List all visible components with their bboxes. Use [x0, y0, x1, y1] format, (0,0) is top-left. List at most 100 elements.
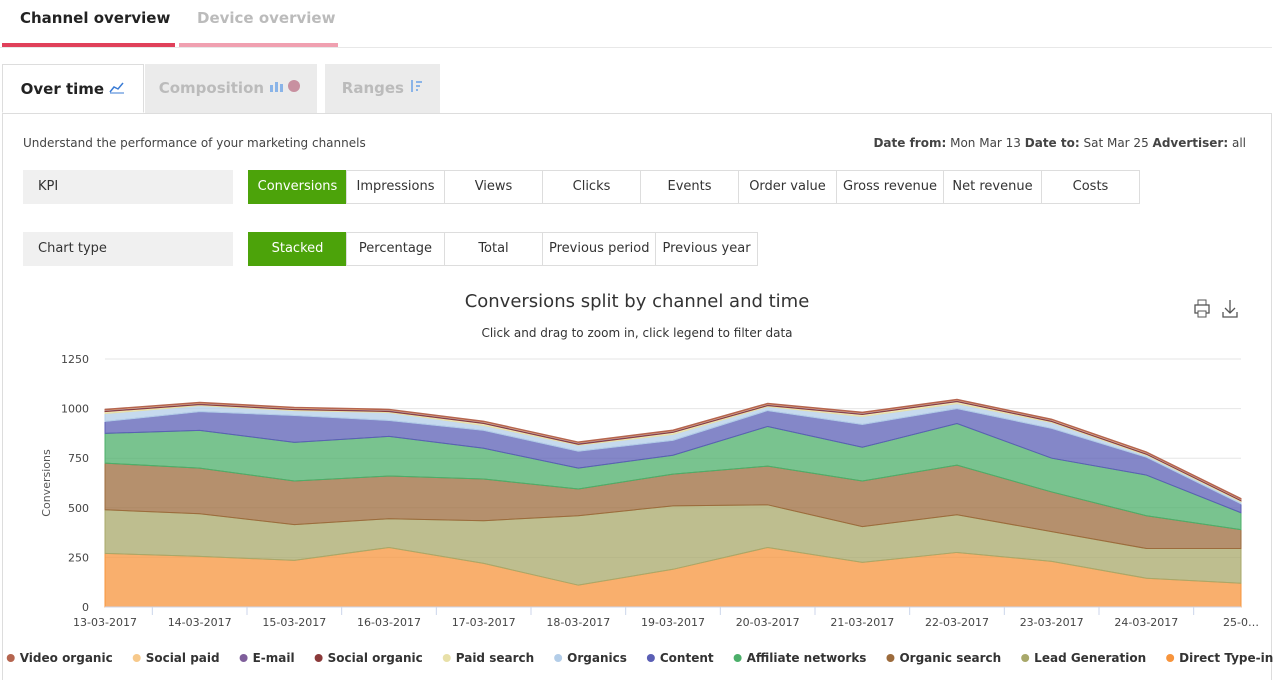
value: Mon Mar 13 [950, 136, 1021, 150]
legend-swatch [314, 654, 323, 662]
x-tick-label: 24-03-2017 [1114, 616, 1178, 629]
subtab[interactable]: Composition [145, 64, 317, 113]
option-button[interactable]: Previous period [542, 232, 657, 266]
legend-label: Social organic [328, 651, 423, 665]
legend-label: Content [660, 651, 714, 665]
legend-label: Video organic [20, 651, 113, 665]
legend-item[interactable]: Direct Type-in [1166, 651, 1273, 665]
legend-swatch [239, 654, 248, 662]
legend-item[interactable]: Social paid [132, 651, 220, 665]
legend-item[interactable]: Affiliate networks [733, 651, 867, 665]
tab-underline [179, 43, 338, 47]
ranges-icon [411, 80, 423, 92]
option-button[interactable]: Order value [738, 170, 837, 204]
option-button[interactable]: Stacked [248, 232, 347, 266]
subtab-label: Ranges [341, 79, 404, 97]
legend-label: Affiliate networks [747, 651, 867, 665]
x-tick-label: 19-03-2017 [641, 616, 705, 629]
print-icon[interactable] [1194, 299, 1210, 318]
composition-icon [270, 80, 301, 92]
chart-type-buttons: Stacked Percentage Total Previous period Pre… [248, 232, 758, 266]
legend-label: Social paid [146, 651, 220, 665]
download-icon[interactable] [1222, 300, 1238, 318]
chart-type-label: Chart type [23, 232, 233, 266]
description: Understand the performance of your marke… [23, 136, 366, 150]
legend-label: Paid search [456, 651, 534, 665]
option-button[interactable]: Views [444, 170, 543, 204]
option-button[interactable]: Net revenue [943, 170, 1042, 204]
legend: Video organic Social paid E-mail Social org… [6, 651, 1273, 665]
x-tick-label: 13-03-2017 [73, 616, 137, 629]
chart-title: Conversions split by channel and time [465, 291, 810, 312]
option-button[interactable]: Events [640, 170, 739, 204]
y-tick-label: 750 [68, 452, 89, 465]
option-button[interactable]: Impressions [346, 170, 445, 204]
panel [2, 113, 1272, 680]
option-button[interactable]: Clicks [542, 170, 641, 204]
chart: Conversions split by channel and time Cl… [6, 291, 1273, 665]
legend-swatch [733, 654, 742, 662]
option-button[interactable]: Total [444, 232, 543, 266]
value: all [1231, 136, 1246, 150]
legend-swatch [6, 654, 15, 662]
option-button[interactable]: Conversions [248, 170, 347, 204]
x-tick-label: 22-03-2017 [925, 616, 989, 629]
x-tick-label: 23-03-2017 [1020, 616, 1084, 629]
legend-swatch [886, 654, 895, 662]
label: Date from: [873, 136, 947, 150]
subtab[interactable]: Over time [2, 64, 144, 113]
legend-label: Organics [567, 651, 627, 665]
area [104, 398, 1242, 500]
kpi-label: KPI [23, 170, 233, 204]
x-tick-label: 18-03-2017 [546, 616, 610, 629]
y-tick-label: 500 [68, 502, 89, 515]
legend-label: E-mail [253, 651, 295, 665]
legend-label: Lead Generation [1034, 651, 1146, 665]
legend-item[interactable]: Social organic [314, 651, 423, 665]
y-tick-label: 250 [68, 551, 89, 564]
legend-item[interactable]: Organic search [886, 651, 1001, 665]
x-tick-label: 14-03-2017 [168, 616, 232, 629]
legend-item[interactable]: Content [646, 651, 714, 665]
subtab-label: Over time [20, 80, 105, 98]
y-tick-label: 0 [82, 601, 89, 614]
areas [104, 398, 1242, 608]
option-button[interactable]: Gross revenue [836, 170, 944, 204]
x-tick-label: 16-03-2017 [357, 616, 421, 629]
legend-item[interactable]: Paid search [442, 651, 534, 665]
tab-rule [0, 47, 1272, 48]
date-info: Date from: Mon Mar 13 Date to: Sat Mar 2… [873, 136, 1246, 150]
legend-item[interactable]: Organics [554, 651, 627, 665]
kpi-buttons: Conversions Impressions Views Clicks Events O… [248, 170, 1140, 204]
chart-subtitle: Click and drag to zoom in, click legend … [481, 326, 792, 340]
x-tick-label: 21-03-2017 [830, 616, 894, 629]
label: Date to: [1024, 136, 1080, 150]
subtab[interactable]: Ranges [325, 64, 440, 113]
legend-item[interactable]: Lead Generation [1021, 651, 1146, 665]
value: Sat Mar 25 [1083, 136, 1149, 150]
tab[interactable]: Device overview [197, 9, 336, 27]
option-button[interactable]: Costs [1041, 170, 1140, 204]
legend-swatch [442, 654, 451, 662]
option-button[interactable]: Percentage [346, 232, 445, 266]
tab-underline [2, 43, 175, 47]
legend-swatch [132, 654, 141, 662]
x-tick-label: 17-03-2017 [452, 616, 516, 629]
legend-label: Direct Type-in [1179, 651, 1273, 665]
legend-swatch [554, 654, 563, 662]
legend-label: Organic search [899, 651, 1001, 665]
legend-swatch [1166, 654, 1175, 662]
line-icon [109, 82, 125, 94]
tab[interactable]: Channel overview [20, 9, 171, 27]
option-button[interactable]: Previous year [655, 232, 758, 266]
subtab-label: Composition [158, 79, 265, 97]
legend-item[interactable]: E-mail [239, 651, 295, 665]
label: Advertiser: [1152, 136, 1229, 150]
x-tick-label: 25-0… [1223, 616, 1259, 629]
x-tick-label: 15-03-2017 [262, 616, 326, 629]
y-tick-label: 1250 [61, 353, 89, 366]
legend-swatch [1021, 654, 1030, 662]
y-axis-label: Conversions [40, 449, 53, 517]
legend-item[interactable]: Video organic [6, 651, 113, 665]
